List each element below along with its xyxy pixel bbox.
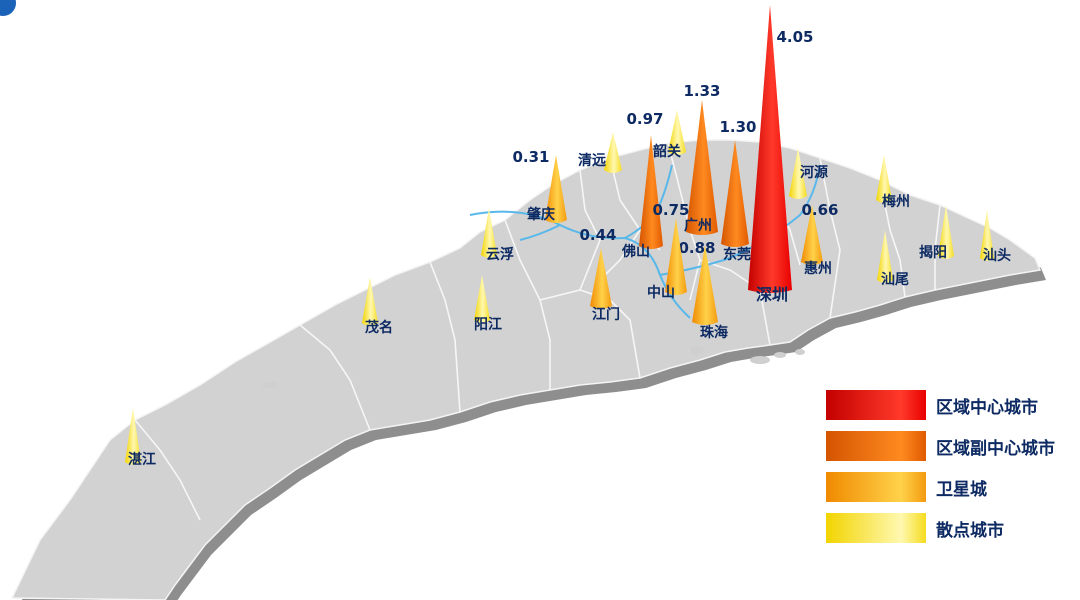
city-name-label: 佛山: [621, 243, 650, 260]
legend-label: 区域副中心城市: [936, 438, 1055, 459]
city-name-label: 清远: [578, 152, 606, 169]
city-cone: [665, 218, 687, 295]
city-value-label: 0.88: [678, 239, 715, 257]
city-cone: [876, 155, 892, 203]
city-cone: [877, 230, 893, 283]
city-marker-5: 中山 0.75: [647, 201, 690, 301]
city-name-label: 梅州: [882, 193, 910, 210]
legend-label: 区域中心城市: [936, 397, 1038, 418]
city-name-label: 韶关: [653, 143, 681, 160]
city-name-label: 揭阳: [919, 244, 947, 261]
city-marker-3: 佛山 0.97: [621, 110, 664, 260]
corner-logo-fragment: [0, 0, 16, 16]
city-cone: [668, 110, 686, 155]
city-cone: [748, 5, 792, 293]
city-name-label: 河源: [800, 164, 828, 181]
city-name-label: 惠州: [804, 260, 832, 277]
city-marker-1: 广州 1.33: [683, 82, 721, 235]
city-marker-4: 珠海 0.88: [678, 239, 728, 341]
city-name-label: 肇庆: [527, 206, 555, 223]
city-cone: [980, 210, 994, 261]
city-cone: [474, 275, 490, 323]
legend: 区域中心城市 区域副中心城市 卫星城散点城市: [826, 388, 1076, 552]
city-marker-14: 汕头: [980, 210, 1011, 264]
city-cone: [686, 100, 718, 235]
city-cone: [590, 248, 612, 309]
city-value-label: 1.30: [719, 118, 756, 136]
city-cone: [639, 135, 663, 249]
city-cone: [481, 208, 497, 258]
city-marker-7: 江门 0.44: [579, 226, 620, 323]
city-value-label: 0.31: [512, 148, 549, 166]
city-marker-0: 深圳 4.05: [748, 5, 814, 304]
city-marker-16: 云浮: [481, 208, 514, 263]
city-name-label: 珠海: [700, 324, 728, 341]
city-marker-18: 茂名: [362, 277, 393, 336]
city-marker-15: 汕尾: [877, 230, 909, 288]
city-marker-11: 河源: [789, 148, 828, 199]
legend-label: 散点城市: [936, 520, 1004, 541]
city-marker-9: 清远: [578, 132, 622, 173]
city-name-label: 中山: [647, 284, 675, 301]
legend-label: 卫星城: [936, 479, 987, 500]
legend-item-center: 区域中心城市: [826, 388, 1076, 422]
legend-item-scatter: 散点城市: [826, 511, 1076, 545]
city-name-label: 汕头: [983, 247, 1011, 264]
islands: [262, 346, 805, 388]
legend-swatch: [826, 431, 926, 461]
city-cone: [604, 132, 622, 173]
city-value-label: 0.75: [652, 201, 689, 219]
city-name-label: 江门: [592, 306, 620, 323]
city-name-label: 阳江: [474, 316, 502, 333]
city-name-label: 湛江: [128, 451, 156, 468]
city-value-label: 0.66: [801, 201, 838, 219]
city-name-label: 云浮: [486, 246, 514, 263]
city-name-label: 深圳: [756, 285, 788, 304]
legend-swatch: [826, 390, 926, 420]
city-cone: [692, 245, 718, 325]
city-cone: [721, 140, 749, 247]
city-marker-8: 肇庆 0.31: [512, 148, 567, 223]
legend-item-satellite: 卫星城: [826, 470, 1076, 504]
legend-swatch: [826, 472, 926, 502]
city-marker-2: 东莞 1.30: [719, 118, 756, 263]
city-name-label: 广州: [684, 217, 712, 234]
city-value-label: 4.05: [776, 28, 813, 46]
city-cone: [125, 408, 141, 465]
city-cone: [362, 277, 378, 326]
city-marker-17: 阳江: [474, 275, 502, 333]
city-cone: [789, 148, 807, 199]
city-name-label: 汕尾: [881, 271, 909, 288]
city-marker-19: 湛江: [125, 408, 156, 468]
city-cone: [801, 205, 823, 265]
city-value-label: 0.44: [579, 226, 616, 244]
city-cone: [938, 205, 954, 259]
legend-item-sub: 区域副中心城市: [826, 429, 1076, 463]
legend-swatch: [826, 513, 926, 543]
city-name-label: 东莞: [723, 246, 751, 263]
city-cone: [545, 155, 567, 223]
city-value-label: 1.33: [683, 82, 720, 100]
city-name-label: 茂名: [365, 319, 393, 336]
city-marker-13: 揭阳: [919, 205, 954, 261]
city-marker-6: 惠州 0.66: [801, 201, 839, 277]
city-value-label: 0.97: [626, 110, 663, 128]
city-marker-10: 韶关: [653, 110, 686, 160]
city-marker-12: 梅州: [876, 155, 910, 210]
city-cones: 深圳 4.05 广州 1.33 东莞 1.30 佛山 0.97 珠海 0.88 中山 0.75 惠州 0.…: [125, 5, 1011, 468]
